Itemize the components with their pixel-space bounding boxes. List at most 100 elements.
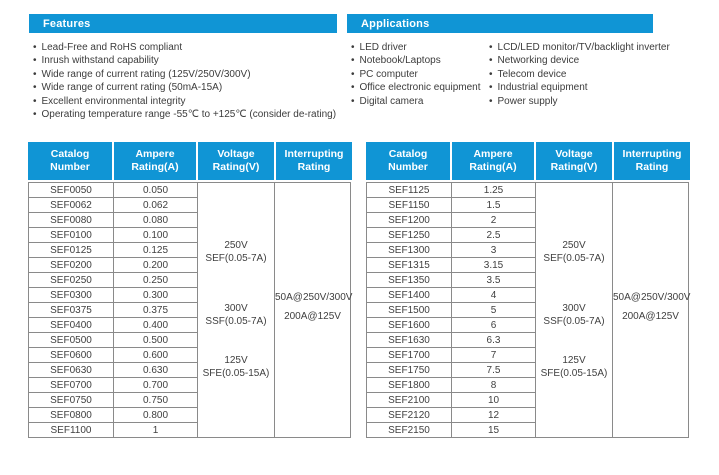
- catalog-ampere-grid: SEF0050 0.050 SEF0062 0.062 SEF0080 0.080 SEF0…: [28, 182, 198, 439]
- voltage-group: 250V SEF(0.05-7A): [543, 240, 605, 265]
- table-row: SEF0062 0.062: [28, 197, 198, 214]
- list-item: • Telecom device: [489, 68, 719, 81]
- table-body: SEF0050 0.050 SEF0062 0.062 SEF0080 0.080 SEF0…: [28, 182, 353, 439]
- bullet-icon: •: [489, 95, 493, 107]
- list-item-label: Excellent environmental integrity: [41, 95, 186, 107]
- table-cell: 10: [451, 392, 536, 409]
- bullet-icon: •: [33, 55, 37, 67]
- catalog-table-right: Catalog Number Ampere Rating(A) Voltage Ratin…: [366, 142, 690, 439]
- list-item: • Networking device: [489, 54, 719, 67]
- table-row: SEF0375 0.375: [28, 302, 198, 319]
- table-row: SEF1300 3: [366, 242, 536, 259]
- bullet-icon: •: [33, 42, 37, 53]
- list-item-label: Digital camera: [359, 95, 424, 107]
- table-cell: 3.15: [451, 257, 536, 274]
- interrupting-rating-text: 50A@250V/300V 200A@125V: [275, 292, 353, 323]
- applications-list-2: • LCD/LED monitor/TV/backlight inverter • N…: [485, 41, 719, 108]
- table-cell: SEF0600: [28, 347, 114, 364]
- table-cell: SEF1600: [366, 317, 452, 334]
- features-section: Features • Lead-Free and RoHS compliant • I…: [29, 14, 337, 121]
- table-cell: SEF0400: [28, 317, 114, 334]
- table-cell: 0.600: [113, 347, 198, 364]
- list-item: • Notebook/Laptops: [351, 54, 485, 67]
- list-item-label: Wide range of current rating (125V/250V/…: [41, 68, 251, 80]
- table-row: SEF1315 3.15: [366, 257, 536, 274]
- list-item: • Wide range of current rating (50mA-15A): [33, 81, 337, 94]
- bullet-icon: •: [351, 95, 355, 107]
- table-row: SEF1125 1.25: [366, 182, 536, 199]
- column-header: Voltage Rating(V): [536, 142, 614, 181]
- table-cell: 15: [451, 422, 536, 439]
- table-row: SEF0050 0.050: [28, 182, 198, 199]
- table-cell: 2.5: [451, 227, 536, 244]
- table-cell: SEF2100: [366, 392, 452, 409]
- table-row: SEF1750 7.5: [366, 362, 536, 379]
- table-cell: SEF1400: [366, 287, 452, 304]
- list-item-label: Inrush withstand capability: [41, 55, 159, 67]
- table-cell: 8: [451, 377, 536, 394]
- bullet-icon: •: [33, 68, 37, 80]
- list-item-label: Networking device: [497, 55, 580, 67]
- column-header: Catalog Number: [366, 142, 452, 181]
- list-item: • LCD/LED monitor/TV/backlight inverter: [489, 41, 719, 54]
- table-cell: 0.500: [113, 332, 198, 349]
- table-cell: SEF1100: [28, 422, 114, 439]
- voltage-group: 300V SSF(0.05-7A): [543, 303, 605, 328]
- list-item: • PC computer: [351, 68, 485, 81]
- table-row: SEF0080 0.080: [28, 212, 198, 229]
- table-row: SEF0700 0.700: [28, 377, 198, 394]
- table-cell: 0.125: [113, 242, 198, 259]
- bullet-icon: •: [33, 109, 37, 121]
- table-cell: SEF0250: [28, 272, 114, 289]
- table-cell: 0.700: [113, 377, 198, 394]
- table-row: SEF0300 0.300: [28, 287, 198, 304]
- applications-list-1: • LED driver • Notebook/Laptops • PC computer…: [347, 41, 485, 108]
- voltage-group: 250V SEF(0.05-7A): [205, 240, 267, 265]
- table-cell: 7.5: [451, 362, 536, 379]
- table-row: SEF0100 0.100: [28, 227, 198, 244]
- table-cell: SEF0500: [28, 332, 114, 349]
- list-item-label: PC computer: [359, 68, 418, 80]
- table-row: SEF0400 0.400: [28, 317, 198, 334]
- table-cell: SEF1125: [366, 182, 452, 199]
- table-cell: 12: [451, 407, 536, 424]
- table-cell: 0.630: [113, 362, 198, 379]
- list-item: • Industrial equipment: [489, 81, 719, 94]
- table-row: SEF1200 2: [366, 212, 536, 229]
- table-row: SEF1600 6: [366, 317, 536, 334]
- table-row: SEF0630 0.630: [28, 362, 198, 379]
- top-sections: Features • Lead-Free and RoHS compliant • I…: [0, 0, 719, 121]
- table-cell: SEF0800: [28, 407, 114, 424]
- table-cell: SEF0375: [28, 302, 114, 319]
- bullet-icon: •: [351, 82, 355, 94]
- table-row: SEF1500 5: [366, 302, 536, 319]
- list-item-label: Office electronic equipment: [359, 82, 481, 94]
- bullet-icon: •: [489, 68, 493, 80]
- table-cell: 0.750: [113, 392, 198, 409]
- table-cell: SEF1150: [366, 197, 452, 214]
- table-cell: 3: [451, 242, 536, 259]
- bullet-icon: •: [351, 55, 355, 67]
- table-row: SEF1250 2.5: [366, 227, 536, 244]
- table-cell: SEF1200: [366, 212, 452, 229]
- list-item-label: LED driver: [359, 42, 407, 53]
- column-header: Catalog Number: [28, 142, 114, 181]
- table-cell: SEF0125: [28, 242, 114, 259]
- table-cell: SEF0080: [28, 212, 114, 229]
- table-row: SEF1100 1: [28, 422, 198, 439]
- list-item: • Lead-Free and RoHS compliant: [33, 41, 337, 54]
- table-header-row: Catalog Number Ampere Rating(A) Voltage Ratin…: [28, 142, 352, 181]
- table-cell: SEF1250: [366, 227, 452, 244]
- table-body: SEF1125 1.25 SEF1150 1.5 SEF1200 2 SEF1250 2.5 S…: [366, 182, 690, 439]
- bullet-icon: •: [33, 95, 37, 107]
- table-cell: 1.5: [451, 197, 536, 214]
- list-item-label: Operating temperature range -55℃ to +125…: [41, 109, 337, 121]
- bullet-icon: •: [489, 82, 493, 94]
- list-item: • Power supply: [489, 95, 719, 108]
- table-row: SEF1630 6.3: [366, 332, 536, 349]
- table-row: SEF1350 3.5: [366, 272, 536, 289]
- voltage-rating-cell: 250V SEF(0.05-7A) 300V SSF(0.05-7A) 125V SFE(…: [535, 182, 613, 439]
- table-cell: SEF2120: [366, 407, 452, 424]
- table-cell: SEF0100: [28, 227, 114, 244]
- column-header: Ampere Rating(A): [452, 142, 536, 181]
